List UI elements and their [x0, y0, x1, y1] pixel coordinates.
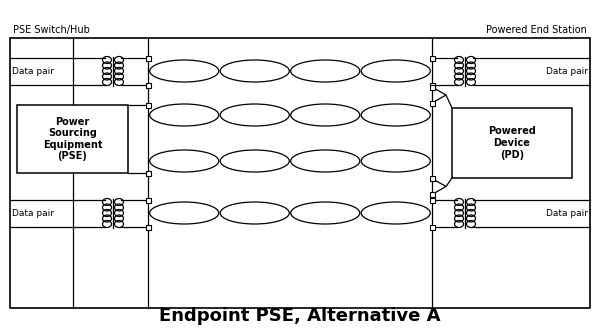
Text: Data pair: Data pair	[12, 208, 54, 217]
Bar	[10, 38, 590, 308]
Bar	[430, 176, 434, 181]
Bar	[430, 83, 434, 88]
Bar	[430, 197, 434, 202]
Bar	[430, 192, 434, 197]
Bar	[430, 224, 434, 229]
Text: Power
Sourcing
Equipment
(PSE): Power Sourcing Equipment (PSE)	[43, 117, 102, 162]
Bar	[452, 108, 572, 178]
Bar	[17, 105, 128, 173]
Bar	[430, 85, 434, 90]
Text: PSE Switch/Hub: PSE Switch/Hub	[13, 25, 90, 35]
Text: Data pair: Data pair	[546, 67, 588, 76]
Bar	[146, 224, 151, 229]
Bar	[146, 56, 151, 61]
Bar	[146, 197, 151, 202]
Text: Powered End Station: Powered End Station	[486, 25, 587, 35]
Bar	[146, 83, 151, 88]
Text: Endpoint PSE, Alternative A: Endpoint PSE, Alternative A	[159, 307, 441, 325]
Text: Data pair: Data pair	[12, 67, 54, 76]
Bar	[146, 170, 151, 175]
Text: Powered
Device
(PD): Powered Device (PD)	[488, 127, 536, 160]
Bar	[430, 56, 434, 61]
Bar	[430, 101, 434, 106]
Text: Data pair: Data pair	[546, 208, 588, 217]
Bar	[146, 103, 151, 108]
